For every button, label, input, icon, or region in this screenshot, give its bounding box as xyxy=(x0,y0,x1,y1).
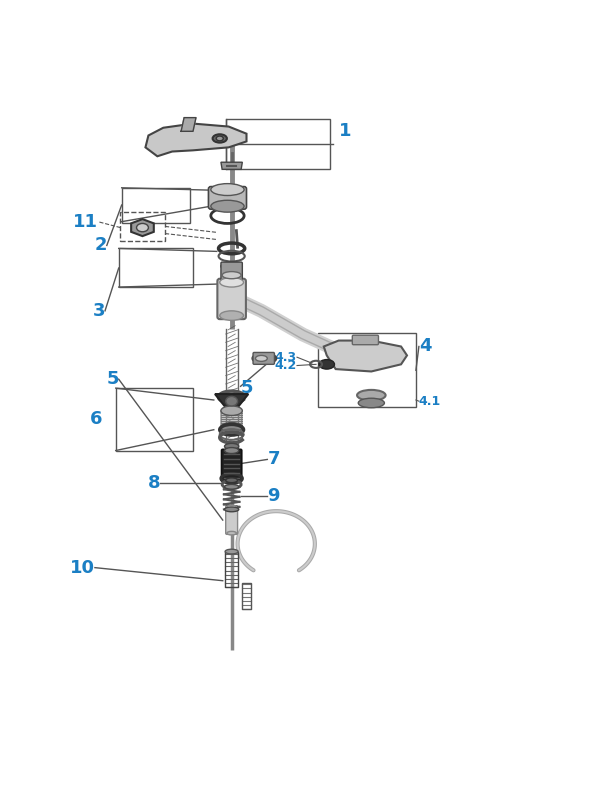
Text: 5: 5 xyxy=(106,370,119,388)
Polygon shape xyxy=(145,123,247,156)
Ellipse shape xyxy=(220,311,244,320)
Text: 9: 9 xyxy=(268,487,280,506)
Ellipse shape xyxy=(226,397,238,406)
Text: 4: 4 xyxy=(419,338,431,355)
Ellipse shape xyxy=(216,136,223,141)
FancyBboxPatch shape xyxy=(352,335,379,345)
FancyBboxPatch shape xyxy=(221,262,242,282)
Text: 10: 10 xyxy=(70,558,95,577)
Text: 7: 7 xyxy=(268,450,280,469)
Text: 4.1: 4.1 xyxy=(419,394,441,408)
Text: 5: 5 xyxy=(241,379,253,397)
Bar xyxy=(221,410,242,427)
Bar xyxy=(119,249,193,287)
Ellipse shape xyxy=(227,506,236,509)
Text: 8: 8 xyxy=(148,474,160,492)
Bar xyxy=(121,212,165,241)
Text: 3: 3 xyxy=(92,302,105,320)
Text: 2: 2 xyxy=(94,237,107,254)
FancyBboxPatch shape xyxy=(253,353,274,364)
Text: 4.2: 4.2 xyxy=(275,359,297,372)
Ellipse shape xyxy=(226,478,238,482)
Text: 11: 11 xyxy=(73,213,98,230)
Ellipse shape xyxy=(222,271,241,278)
Bar xyxy=(226,119,330,170)
Ellipse shape xyxy=(221,262,242,270)
Ellipse shape xyxy=(221,422,242,432)
Bar xyxy=(225,551,238,587)
Text: 6: 6 xyxy=(90,410,103,428)
Ellipse shape xyxy=(256,355,268,362)
Text: 4.3: 4.3 xyxy=(275,350,297,364)
Ellipse shape xyxy=(211,184,244,195)
Bar xyxy=(318,333,416,407)
Ellipse shape xyxy=(358,398,385,408)
Ellipse shape xyxy=(224,507,239,512)
Ellipse shape xyxy=(212,134,227,142)
Text: 1: 1 xyxy=(338,122,351,140)
Bar xyxy=(116,388,193,450)
Ellipse shape xyxy=(224,447,239,454)
Ellipse shape xyxy=(227,531,236,535)
Polygon shape xyxy=(215,394,248,415)
FancyBboxPatch shape xyxy=(208,186,247,209)
Ellipse shape xyxy=(253,353,276,364)
Polygon shape xyxy=(131,219,154,236)
Ellipse shape xyxy=(220,278,244,287)
Ellipse shape xyxy=(357,390,386,401)
Ellipse shape xyxy=(211,200,244,212)
Bar xyxy=(122,188,190,223)
FancyBboxPatch shape xyxy=(217,278,246,319)
Polygon shape xyxy=(324,341,407,371)
Ellipse shape xyxy=(224,443,239,450)
FancyBboxPatch shape xyxy=(221,450,242,482)
Polygon shape xyxy=(221,162,242,170)
Ellipse shape xyxy=(137,223,148,232)
Polygon shape xyxy=(181,118,196,131)
Ellipse shape xyxy=(221,406,242,415)
FancyBboxPatch shape xyxy=(226,506,238,534)
Ellipse shape xyxy=(224,485,239,489)
Ellipse shape xyxy=(225,550,238,554)
Ellipse shape xyxy=(223,279,240,286)
Ellipse shape xyxy=(319,359,334,369)
Bar xyxy=(242,583,251,610)
